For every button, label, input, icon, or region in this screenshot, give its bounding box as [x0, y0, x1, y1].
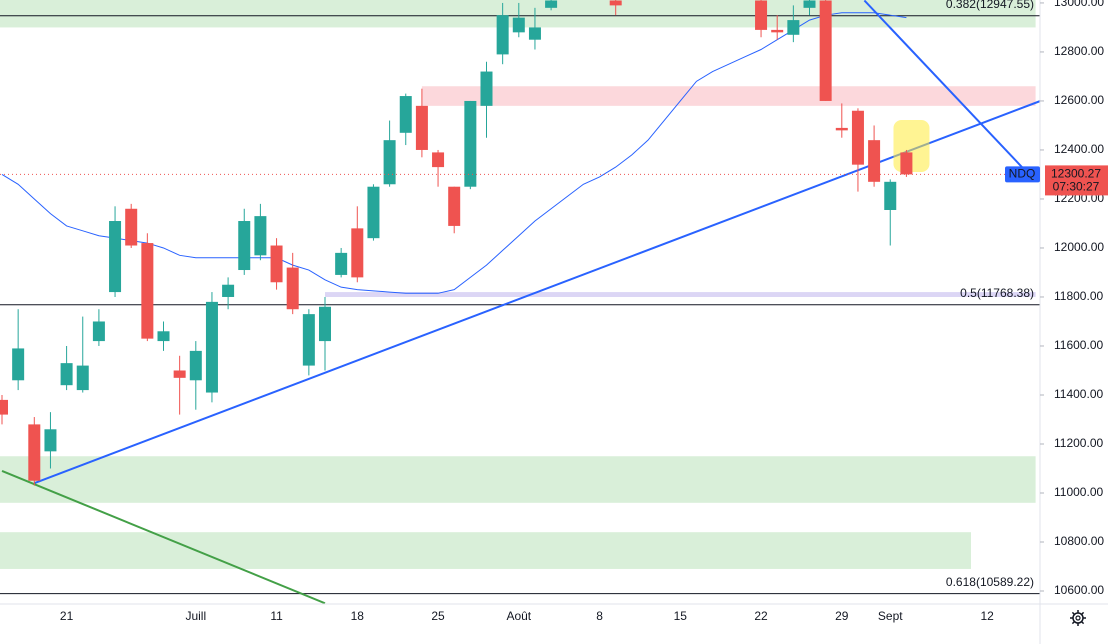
candle-body — [432, 152, 445, 168]
candle-body — [399, 96, 412, 133]
candle-body — [609, 0, 622, 6]
candle-body — [286, 267, 299, 310]
x-tick-label: 29 — [835, 609, 849, 623]
zone — [421, 86, 1036, 106]
x-tick-label: 15 — [674, 609, 688, 623]
y-tick-label: 13000.00 — [1054, 0, 1104, 9]
y-tick-label: 12400.00 — [1054, 142, 1104, 156]
y-tick-label: 11200.00 — [1054, 436, 1103, 450]
x-tick-label: 8 — [596, 609, 603, 623]
candle-body — [771, 29, 784, 33]
y-tick-label: 12600.00 — [1054, 93, 1104, 107]
y-tick-label: 12000.00 — [1054, 240, 1104, 254]
price-tag — [1045, 165, 1108, 196]
candle-body — [383, 140, 396, 185]
x-tick-label: 12 — [980, 609, 994, 623]
fib-label: 0.382(12947.55) — [946, 0, 1034, 11]
candle-body — [0, 399, 8, 415]
x-tick-label: 18 — [351, 609, 365, 623]
x-tick-label: 21 — [60, 609, 74, 623]
candle-body — [205, 301, 218, 393]
candle-body — [819, 0, 832, 101]
candle-body — [335, 252, 348, 275]
candle-body — [125, 208, 138, 246]
x-tick-label: Sept — [878, 609, 903, 623]
y-tick-label: 11000.00 — [1054, 485, 1103, 499]
x-tick-label: Juill — [185, 609, 206, 623]
x-tick-label: 22 — [754, 609, 768, 623]
candle-body — [12, 348, 25, 381]
fib-label: 0.5(11768.38) — [960, 286, 1034, 300]
candle-body — [319, 306, 331, 342]
y-tick-label: 10600.00 — [1054, 583, 1104, 597]
x-tick-label: Août — [506, 609, 531, 623]
moving-average — [1, 12, 907, 294]
candle-body — [900, 152, 913, 175]
candle-body — [28, 424, 41, 481]
candle-body — [884, 181, 897, 210]
candle-body — [109, 221, 122, 293]
candle-body — [787, 20, 800, 35]
trendline — [863, 0, 1026, 171]
candle-body — [44, 429, 57, 452]
candle-body — [76, 365, 89, 391]
candle-body — [254, 216, 267, 256]
x-tick-label: 25 — [431, 609, 445, 623]
candle-body — [141, 243, 154, 339]
candle-body — [528, 27, 541, 40]
price-label: 12300.27 — [1051, 167, 1101, 181]
candle-body — [496, 15, 509, 55]
candle-body — [545, 0, 558, 8]
zone — [0, 532, 971, 569]
plot-area — [0, 0, 1040, 604]
y-tick-label: 11600.00 — [1054, 338, 1103, 352]
y-tick-label: 12800.00 — [1054, 44, 1104, 58]
candle-body — [851, 110, 864, 165]
y-tick-label: 11400.00 — [1054, 387, 1103, 401]
candle-body — [367, 186, 380, 239]
settings-icon[interactable] — [1070, 610, 1086, 626]
candle-body — [512, 17, 525, 33]
symbol-tag — [1005, 166, 1040, 183]
candle-body — [270, 245, 283, 283]
candle-body — [415, 105, 428, 150]
candle-body — [480, 71, 493, 106]
candle-body — [189, 350, 202, 381]
zone — [325, 292, 1036, 297]
candle-body — [835, 127, 848, 131]
candle-body — [464, 100, 477, 187]
candle-body — [238, 221, 251, 271]
candle-body — [351, 228, 364, 278]
symbol-label: NDQ — [1009, 167, 1036, 181]
zone — [0, 456, 1036, 503]
candle-body — [803, 0, 816, 8]
candle-body — [755, 0, 768, 30]
fib-label: 0.618(10589.22) — [946, 575, 1034, 589]
countdown-label: 07:30:27 — [1053, 180, 1100, 194]
candle-body — [92, 321, 105, 342]
candle-body — [222, 284, 235, 297]
candle-body — [60, 363, 73, 386]
candle-body — [302, 314, 315, 366]
candle-body — [448, 186, 461, 226]
candle-body — [868, 140, 881, 182]
x-tick-label: 11 — [270, 609, 283, 623]
y-tick-label: 10800.00 — [1054, 534, 1104, 548]
trendline — [1, 470, 326, 604]
candle-body — [173, 370, 186, 378]
y-tick-label: 11800.00 — [1054, 289, 1103, 303]
candle-body — [157, 331, 170, 342]
